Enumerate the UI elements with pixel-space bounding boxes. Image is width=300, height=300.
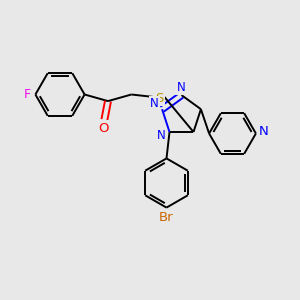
Text: N: N [176, 81, 185, 94]
Text: N: N [259, 124, 268, 138]
Text: O: O [98, 122, 109, 135]
Text: F: F [23, 88, 31, 101]
Text: Br: Br [159, 211, 174, 224]
Text: N: N [157, 129, 166, 142]
Text: N: N [150, 97, 159, 110]
Text: S: S [155, 92, 164, 105]
